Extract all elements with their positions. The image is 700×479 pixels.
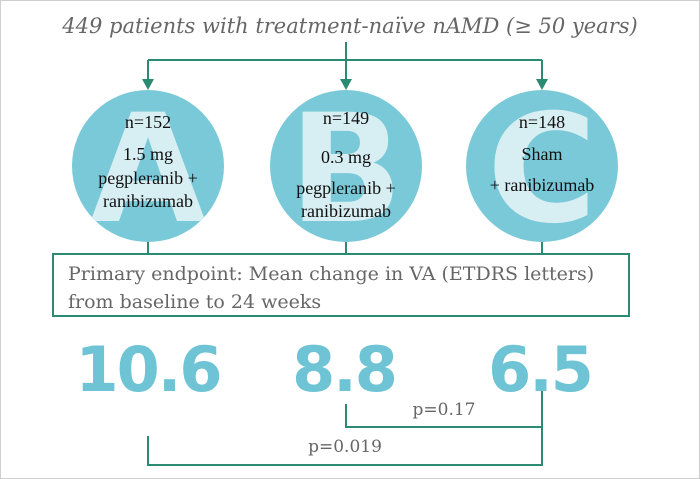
- bracket-a-c: [147, 427, 543, 466]
- arm-a-line1: 1.5 mg: [122, 144, 173, 164]
- arm-a-result: 10.6: [75, 333, 223, 406]
- primary-endpoint-box: Primary endpoint: Mean change in VA (ETD…: [52, 253, 630, 317]
- arrowhead-a-icon: [142, 79, 154, 90]
- arm-c-circle: C n=148 Sham + ranibizumab: [466, 90, 618, 242]
- endpoint-line1: Primary endpoint: Mean change in VA (ETD…: [68, 263, 595, 285]
- arm-b-line1: 0.3 mg: [320, 147, 371, 167]
- arm-a-n: n=152: [124, 112, 172, 132]
- arm-b-circle: B n=149 0.3 mg pegpleranib + ranibizumab: [270, 90, 422, 242]
- arm-c-n: n=148: [518, 112, 566, 132]
- arm-b-line3: ranibizumab: [301, 201, 391, 221]
- p-value-a-c: p=0.019: [308, 437, 382, 457]
- arrowhead-b-icon: [340, 79, 352, 90]
- diagram-title: 449 patients with treatment-naïve nAMD (…: [62, 14, 638, 38]
- endpoint-line2: from baseline to 24 weeks: [68, 291, 322, 313]
- arm-b-result: 8.8: [292, 333, 398, 406]
- arm-b-n: n=149: [322, 108, 370, 128]
- arm-a-line2: pegpleranib +: [98, 168, 198, 188]
- arrowhead-c-icon: [536, 79, 548, 90]
- arm-a-circle: A n=152 1.5 mg pegpleranib + ranibizumab: [72, 90, 224, 242]
- arm-c-line2: + ranibizumab: [489, 175, 595, 195]
- arm-b-line2: pegpleranib +: [296, 178, 396, 198]
- arm-a-letter: A: [89, 90, 207, 242]
- arm-c-result: 6.5: [488, 333, 594, 406]
- arm-b-letter: B: [288, 90, 404, 242]
- bracket-b-c: [345, 386, 543, 428]
- p-value-b-c: p=0.17: [412, 400, 476, 420]
- arm-c-letter: C: [486, 90, 598, 242]
- arm-c-line1: Sham: [521, 144, 563, 164]
- arm-a-line3: ranibizumab: [103, 191, 193, 211]
